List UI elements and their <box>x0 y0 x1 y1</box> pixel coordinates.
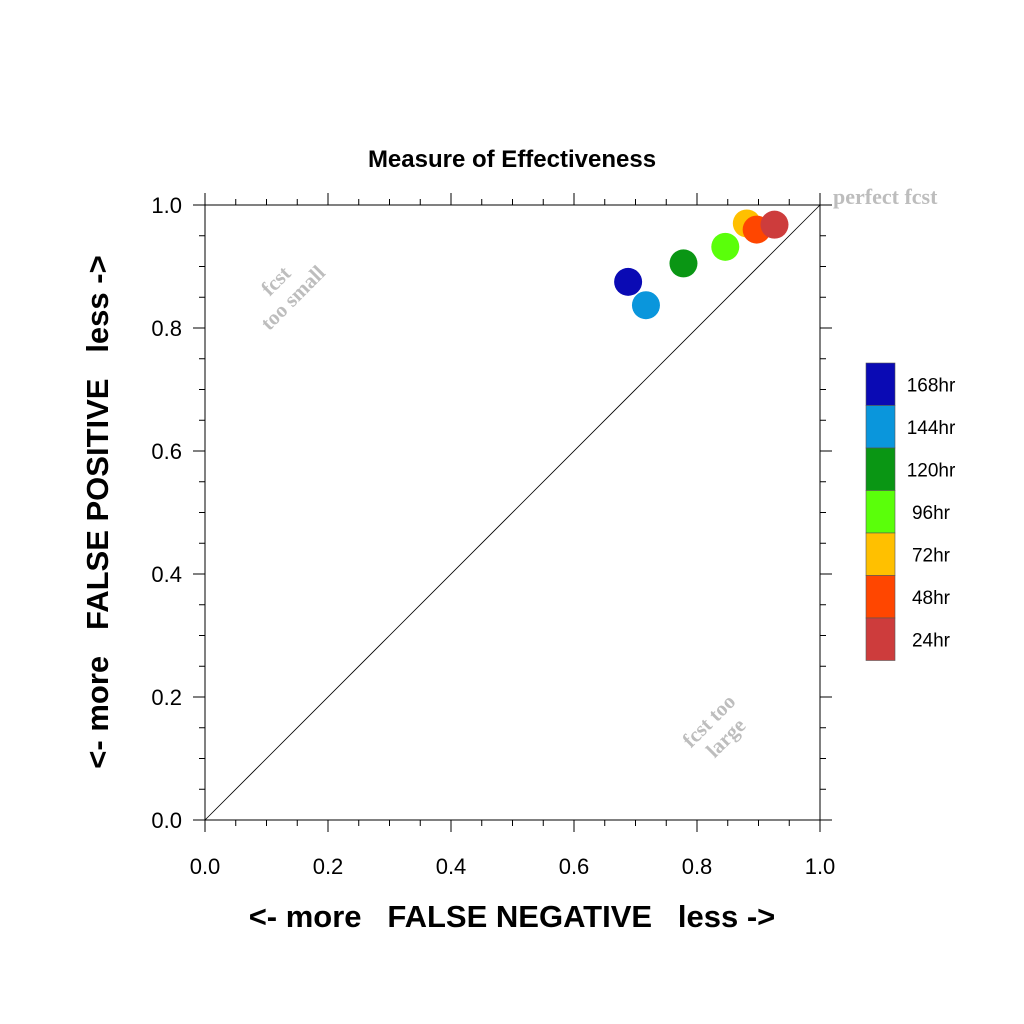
x-axis-label: <- more FALSE NEGATIVE less -> <box>249 899 776 934</box>
legend-label-72hr: 72hr <box>912 545 951 566</box>
x-tick-label: 0.0 <box>190 854 221 879</box>
data-point-96hr <box>711 232 740 261</box>
x-tick-label: 0.2 <box>313 854 344 879</box>
legend-label-168hr: 168hr <box>907 375 956 396</box>
legend-swatch-168hr <box>865 362 896 406</box>
y-axis-label: <- more FALSE POSITIVE less -> <box>80 255 115 768</box>
legend: 168hr 144hr 120hr 96hr 72hr 48hr 24hr <box>865 362 956 661</box>
data-point-168hr <box>614 267 643 296</box>
legend-swatch-48hr <box>865 575 896 619</box>
x-tick-label: 1.0 <box>805 854 836 879</box>
legend-label-96hr: 96hr <box>912 503 951 524</box>
data-point-24hr <box>760 210 789 239</box>
chart-title: Measure of Effectiveness <box>368 146 656 173</box>
axes: 0.0 0.2 0.4 0.6 0.8 1.0 0.0 0.2 0.4 0.6 0.8 1.0 <box>151 193 835 879</box>
legend-label-120hr: 120hr <box>907 460 956 481</box>
legend-swatch-72hr <box>865 532 896 576</box>
legend-swatch-144hr <box>865 405 896 449</box>
diagonal-line <box>204 204 821 821</box>
legend-label-24hr: 24hr <box>912 630 951 651</box>
x-tick-label: 0.4 <box>436 854 467 879</box>
legend-swatch-120hr <box>865 447 896 491</box>
y-tick-label: 0.6 <box>151 439 182 464</box>
y-tick-label: 0.0 <box>151 808 182 833</box>
y-tick-label: 0.2 <box>151 685 182 710</box>
legend-label-48hr: 48hr <box>912 588 951 609</box>
x-tick-label: 0.8 <box>682 854 713 879</box>
y-tick-label: 0.8 <box>151 316 182 341</box>
legend-swatch-96hr <box>865 490 896 534</box>
data-point-120hr <box>669 249 698 278</box>
annotation-perfect-fcst: perfect fcst <box>833 184 938 209</box>
data-points <box>614 209 789 320</box>
x-tick-label: 0.6 <box>559 854 590 879</box>
legend-label-144hr: 144hr <box>907 418 956 439</box>
legend-swatch-24hr <box>865 617 896 661</box>
data-point-144hr <box>631 291 660 320</box>
y-tick-label: 0.4 <box>151 562 182 587</box>
y-tick-label: 1.0 <box>151 193 182 218</box>
